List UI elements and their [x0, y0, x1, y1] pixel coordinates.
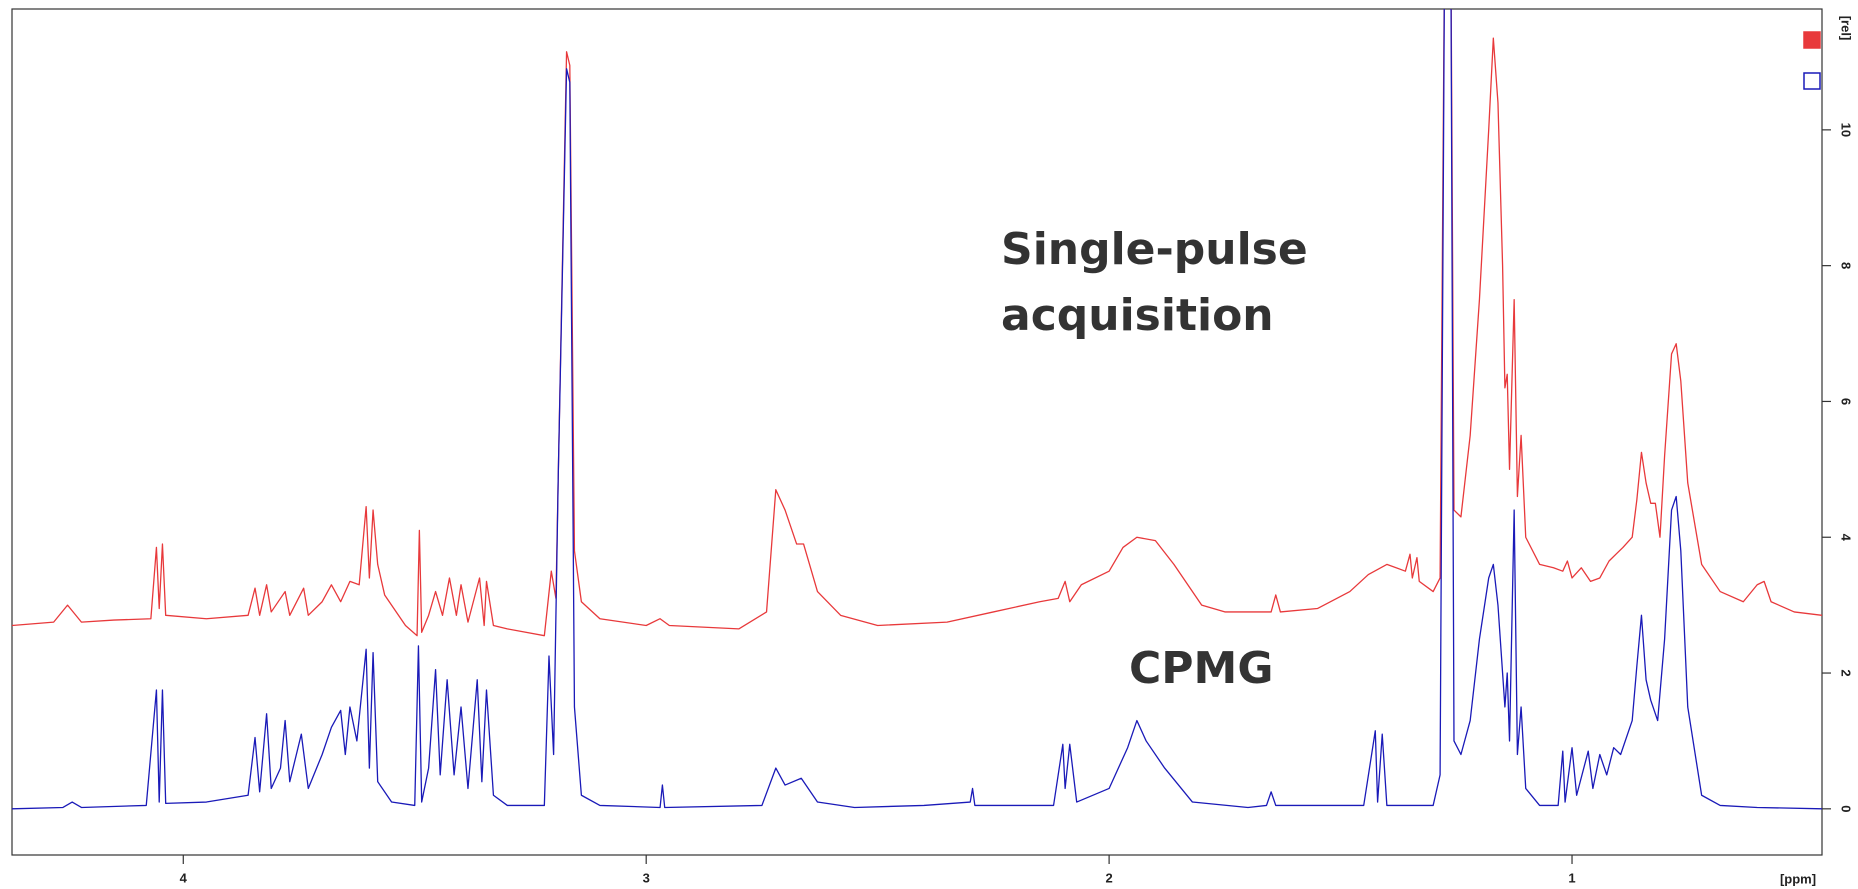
legend-key — [1803, 31, 1821, 49]
y-tick-label: 6 — [1839, 398, 1854, 405]
spectrum-line — [12, 9, 1822, 810]
y-tick-label: 8 — [1839, 262, 1854, 269]
x-tick-label: 3 — [643, 870, 650, 885]
x-tick-label: 2 — [1105, 870, 1112, 885]
y-tick-label: 4 — [1839, 534, 1854, 542]
x-tick-label: 4 — [180, 870, 188, 885]
x-tick-label: 1 — [1568, 870, 1575, 885]
y-tick-label: 10 — [1839, 123, 1854, 137]
x-axis-label: [ppm] — [1780, 871, 1816, 886]
plot-area — [12, 9, 1822, 810]
annotation: Single-pulse — [1001, 224, 1308, 275]
y-tick-label: 2 — [1839, 669, 1854, 676]
spectrum-line — [12, 9, 1822, 637]
annotation: CPMG — [1129, 643, 1273, 694]
legend-key — [1803, 72, 1821, 90]
annotation: acquisition — [1001, 290, 1274, 341]
y-tick-label: 0 — [1839, 805, 1854, 812]
y-axis-label: [rel] — [1839, 16, 1854, 41]
plot-frame — [11, 8, 1823, 856]
